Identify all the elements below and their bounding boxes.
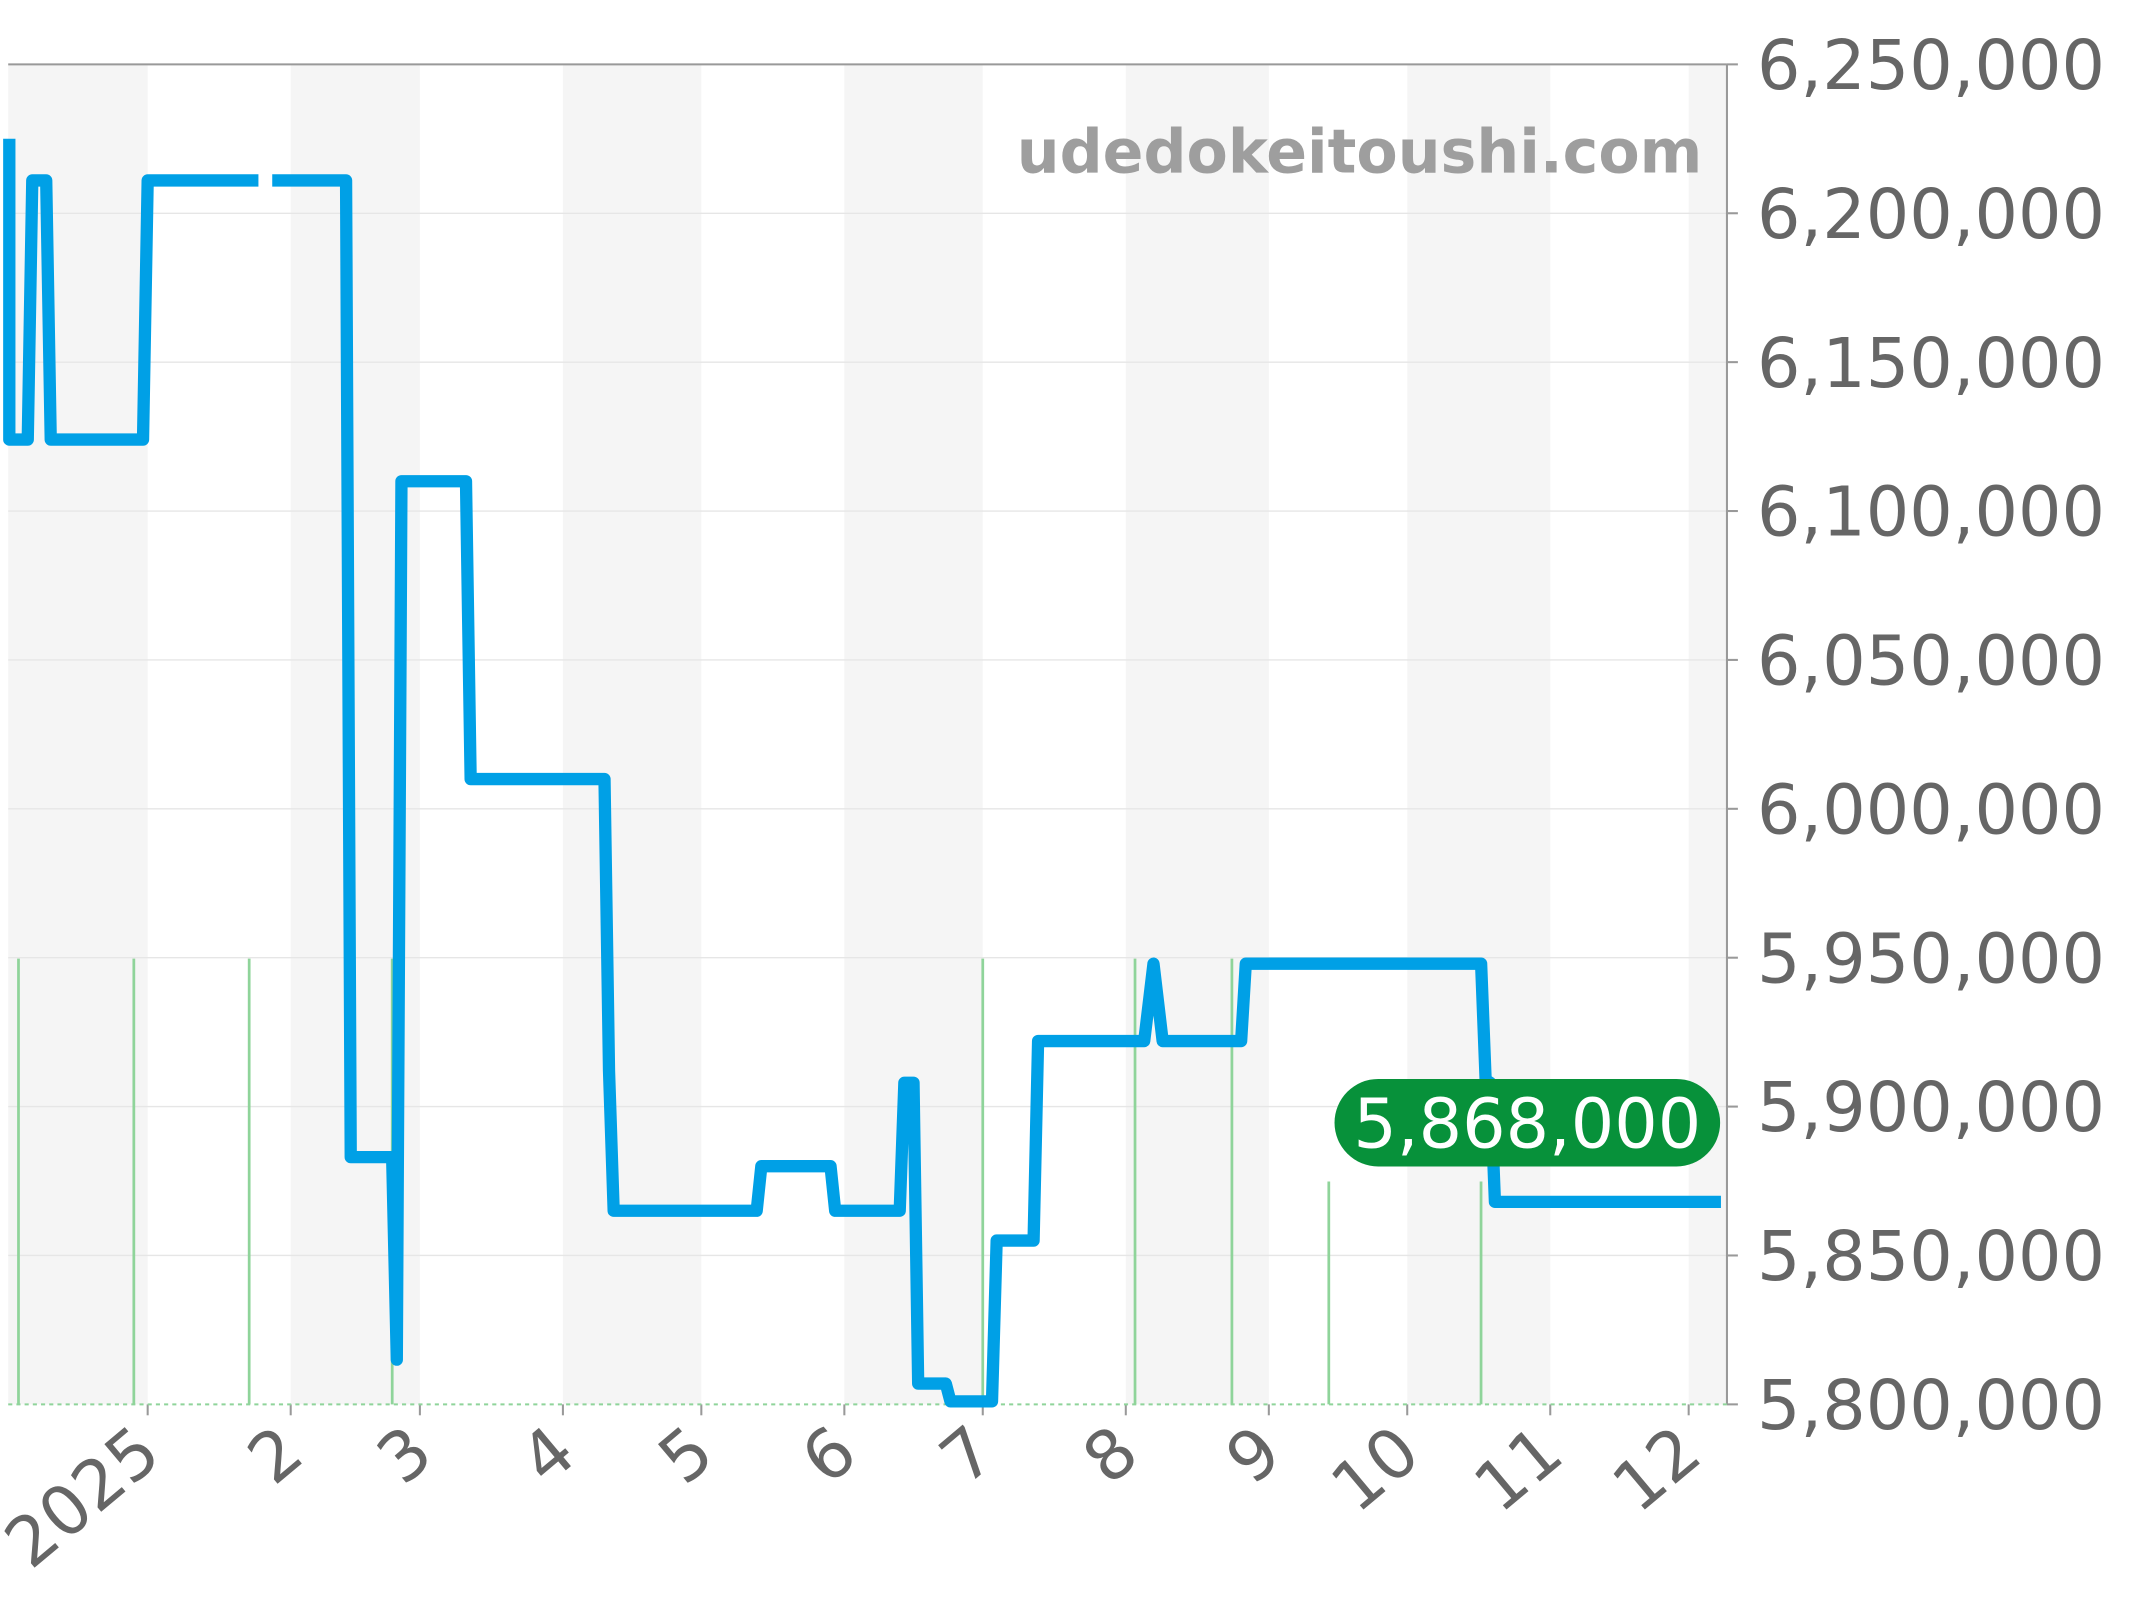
y-tick-label: 5,900,000 bbox=[1757, 1069, 2105, 1148]
last-value-badge: 5,868,000 bbox=[1334, 1078, 1721, 1167]
y-axis-labels: 6,250,000 6,200,000 6,150,000 6,100,000 6,05… bbox=[1757, 27, 2105, 1446]
y-tick-label: 6,200,000 bbox=[1757, 176, 2105, 255]
y-tick-label: 6,000,000 bbox=[1757, 771, 2105, 850]
x-tick-label: 12 bbox=[1599, 1412, 1716, 1528]
x-tick-label: 2025 bbox=[0, 1412, 175, 1584]
x-axis-labels: 2025 2 3 4 5 6 7 8 9 10 11 12 bbox=[0, 1412, 1716, 1584]
y-tick-label: 6,100,000 bbox=[1757, 474, 2105, 553]
y-tick-label: 6,250,000 bbox=[1757, 27, 2105, 106]
x-tick-label: 7 bbox=[926, 1412, 1010, 1500]
y-tick-label: 6,050,000 bbox=[1757, 623, 2105, 702]
y-tick-label: 5,850,000 bbox=[1757, 1218, 2105, 1297]
x-tick-label: 6 bbox=[788, 1412, 872, 1500]
x-tick-label: 5 bbox=[645, 1412, 729, 1500]
x-tick-label: 11 bbox=[1460, 1412, 1577, 1528]
x-tick-label: 2 bbox=[234, 1412, 318, 1500]
x-tick-label: 3 bbox=[363, 1412, 447, 1500]
y-tick-label: 5,950,000 bbox=[1757, 920, 2105, 999]
price-line-segment bbox=[3, 138, 259, 446]
y-tick-label: 5,800,000 bbox=[1757, 1367, 2105, 1446]
x-tick-label: 9 bbox=[1212, 1412, 1296, 1500]
month-band bbox=[562, 64, 702, 1405]
price-line-segment bbox=[272, 174, 1721, 1408]
month-band bbox=[1407, 64, 1551, 1405]
month-band bbox=[1125, 64, 1269, 1405]
last-value-pill bbox=[1334, 1078, 1721, 1167]
x-tick-label: 10 bbox=[1317, 1412, 1434, 1528]
last-value-label: 5,868,000 bbox=[1353, 1085, 1701, 1164]
x-tick-label: 8 bbox=[1069, 1412, 1153, 1500]
watermark: udedokeitoushi.com bbox=[1017, 117, 1703, 187]
x-tick-label: 4 bbox=[506, 1412, 590, 1500]
month-bands bbox=[8, 64, 1727, 1405]
month-band bbox=[1688, 64, 1727, 1405]
y-tick-label: 6,150,000 bbox=[1757, 325, 2105, 404]
price-line bbox=[3, 138, 1721, 1408]
